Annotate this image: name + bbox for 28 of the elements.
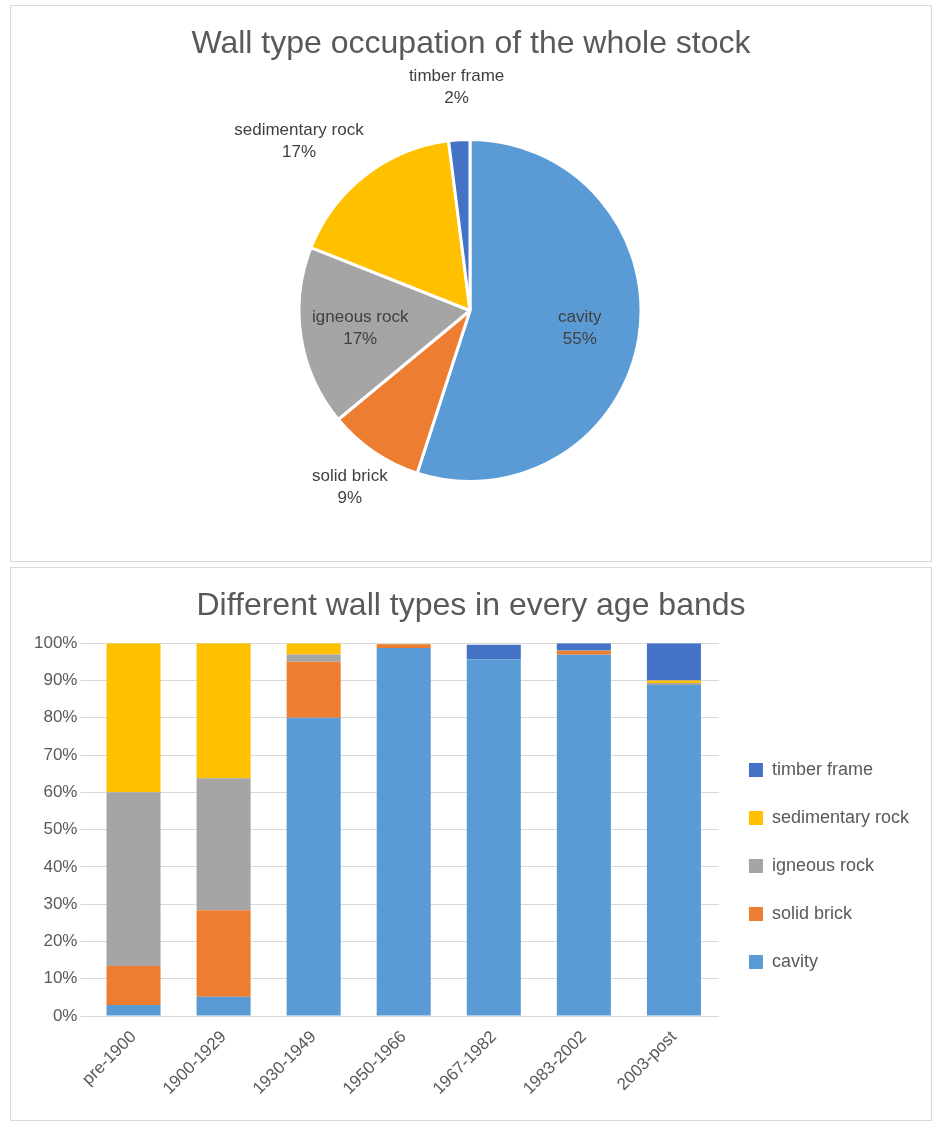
slice-label: solid brick	[312, 465, 389, 485]
slice-label: cavity	[558, 306, 602, 326]
y-tick-label: 60%	[43, 782, 78, 802]
slice-label: sedimentary rock	[234, 120, 365, 140]
y-tick-label: 10%	[43, 968, 78, 988]
y-tick-label: 40%	[43, 856, 78, 876]
data-label: 2%	[444, 87, 469, 107]
y-tick-label: 70%	[43, 744, 78, 764]
legend-label: sedimentary rock	[771, 806, 910, 827]
slice-label: timber frame	[408, 65, 505, 85]
slice-label: igneous rock	[312, 306, 409, 326]
data-label: 17%	[343, 328, 378, 348]
y-tick-label: 100%	[34, 632, 78, 652]
data-label: 17%	[281, 142, 317, 162]
legend-label: timber frame	[771, 758, 873, 779]
chart-title: Wall type occupation of the whole stock	[191, 24, 751, 60]
chart-title: Different wall types in every age bands	[195, 585, 747, 624]
legend-label: igneous rock	[771, 854, 876, 875]
y-tick-label: 90%	[43, 670, 78, 690]
y-tick-label: 20%	[43, 931, 78, 951]
y-tick-label: 0%	[52, 1005, 78, 1025]
legend-label: cavity	[771, 950, 818, 971]
y-tick-label: 50%	[43, 819, 78, 839]
legend-label: solid brick	[771, 902, 853, 923]
data-label: 55%	[562, 328, 597, 348]
y-tick-label: 30%	[43, 893, 78, 913]
data-label: 9%	[337, 487, 363, 507]
y-tick-label: 80%	[43, 707, 78, 727]
